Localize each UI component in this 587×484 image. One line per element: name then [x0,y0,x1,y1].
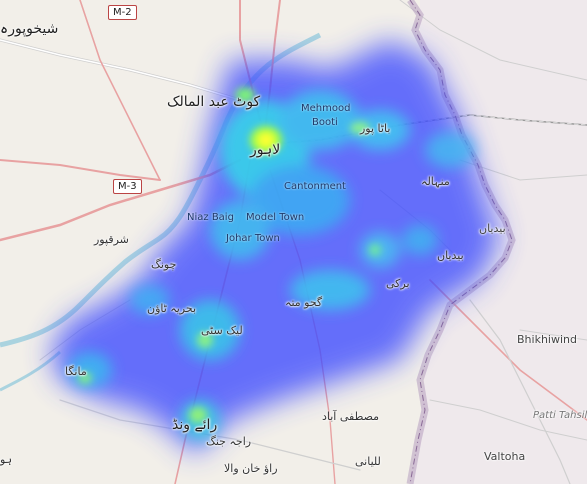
label-mustafabad[interactable]: مصطفی آباد [322,410,380,423]
label-badana[interactable]: بیدیاں [437,249,464,262]
label-bhikhiwind[interactable]: Bhikhiwind [517,333,577,346]
label-rao-khan-wala[interactable]: راؤ خان والا [224,462,278,475]
label-patti-tehsil[interactable]: Patti Tahsil [533,410,587,421]
label-mehmood-booti-1[interactable]: Mehmood [301,103,351,114]
label-gajju-matta[interactable]: گجو متہ [285,296,323,309]
label-johar-town[interactable]: Johar Town [226,233,280,244]
label-valtoha[interactable]: Valtoha [484,450,526,463]
label-cantonment[interactable]: Cantonment [284,181,346,192]
label-raiwind[interactable]: رائے ونڈ [172,417,218,433]
m2-shield: M-2 [108,5,137,20]
label-edge[interactable]: ہو [0,453,13,466]
label-lalyani[interactable]: للیانی [355,455,381,468]
label-model-town[interactable]: Model Town [246,212,305,223]
label-bedian[interactable]: بیدیاں [479,222,506,235]
label-lahore[interactable]: لاہور [250,142,281,158]
label-barki[interactable]: برکی [386,277,410,290]
label-lake-city[interactable]: لیک سٹی [201,324,243,337]
label-batapur[interactable]: باٹا پور [360,122,391,135]
label-manhala[interactable]: منہالہ [421,175,450,188]
label-mehmood-booti[interactable]: Booti [312,117,338,128]
heatmap-hot [78,87,381,423]
label-kot-abdul-malik[interactable]: کوٹ عبد المالک [167,94,261,110]
m3-shield: M-3 [113,179,142,194]
heatmap-mid [68,90,475,440]
label-sharaqpur[interactable]: شرقپور [94,233,129,246]
label-bahria-town[interactable]: بحریہ ٹاؤن [147,302,197,315]
label-chung[interactable]: چونگ [151,258,177,271]
label-sheikhupura[interactable]: شیخوپورہ [0,21,59,37]
label-niaz-baig[interactable]: Niaz Baig [187,212,234,223]
river-branch [0,350,62,392]
label-raja-jang[interactable]: راجہ جنگ [206,435,252,448]
label-manga[interactable]: مانگا [65,365,87,378]
